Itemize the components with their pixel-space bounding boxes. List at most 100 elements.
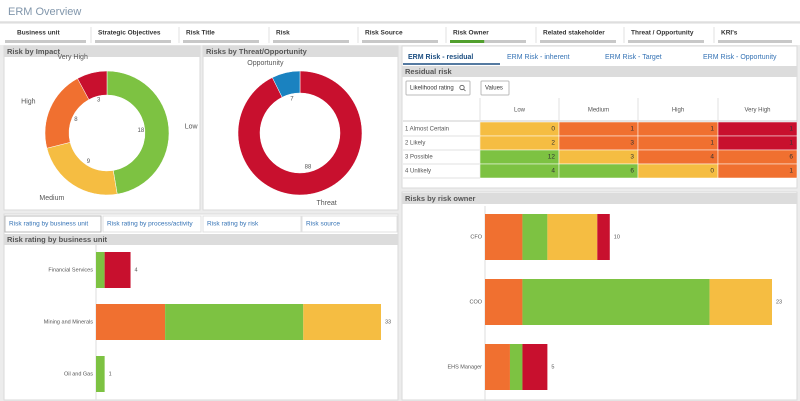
tab[interactable]: Risk rating by business unit: [9, 221, 88, 228]
button-label: Values: [485, 86, 503, 92]
slice-value-label: 8: [74, 117, 78, 123]
panel-title: Risk rating by business unit: [7, 235, 108, 244]
slice-value-label: 7: [290, 97, 294, 103]
filter-bar-track: [628, 40, 704, 43]
filter-bar-track: [273, 40, 349, 43]
tab[interactable]: ERM Risk - Target: [605, 54, 662, 61]
filter-button[interactable]: [273, 25, 349, 43]
panel-header: [203, 46, 398, 57]
category-label: CFO: [470, 234, 482, 240]
column-header: High: [672, 108, 684, 114]
bar-segment: [96, 356, 105, 392]
tab[interactable]: ERM Risk - Opportunity: [703, 54, 777, 61]
filter-bar-track: [362, 40, 438, 43]
filter-label: Related stakeholder: [543, 30, 605, 37]
tab-box[interactable]: [102, 215, 202, 233]
donut-slice: [271, 70, 301, 98]
filter-bar-track: [450, 40, 526, 43]
filter-button[interactable]: [628, 25, 704, 43]
tab[interactable]: Risk rating by risk: [207, 221, 259, 228]
filter-button[interactable]: [362, 25, 438, 43]
bar-segment: [522, 279, 710, 325]
filter-button[interactable]: [718, 25, 792, 43]
tab[interactable]: Risk rating by process/activity: [107, 221, 193, 228]
category-label: Oil and Gas: [64, 371, 93, 377]
heatmap-cell: [558, 135, 639, 151]
column-header: Low: [514, 108, 526, 114]
row-label: 1 Almost Certain: [405, 127, 449, 133]
bar-segment: [485, 344, 510, 390]
button[interactable]: [405, 80, 471, 96]
slice-category-label: Low: [185, 123, 199, 130]
filter-label: Threat / Opportunity: [631, 30, 694, 37]
row-label: 3 Possible: [405, 155, 433, 161]
panel-title: Risk by Impact: [7, 47, 60, 56]
filter-bar-track: [183, 40, 259, 43]
panel-header: [402, 66, 797, 77]
heatmap-cell: [717, 121, 798, 137]
bar-segment: [522, 214, 548, 260]
cell-value: 0: [551, 126, 555, 133]
category-label: COO: [469, 299, 482, 305]
category-label: EHS Manager: [447, 364, 482, 370]
filter-button[interactable]: [450, 25, 526, 43]
column-header: Medium: [588, 108, 609, 114]
filter-selection: [450, 40, 485, 43]
cell-value: 1: [710, 126, 714, 133]
bar-segment: [303, 304, 381, 340]
heatmap-cell: [558, 163, 639, 179]
heatmap-cell: [479, 135, 560, 151]
filter-bar-track: [95, 40, 171, 43]
slice-category-label: Medium: [39, 195, 64, 202]
category-label: Mining and Minerals: [44, 319, 93, 325]
filter-label: Risk Owner: [453, 30, 489, 37]
cell-value: 6: [789, 154, 793, 161]
tab-box[interactable]: [202, 215, 302, 233]
tab[interactable]: ERM Risk - residual: [408, 54, 473, 61]
cell-value: 2: [551, 140, 555, 147]
filter-label: Risk Title: [186, 30, 215, 37]
filter-button[interactable]: [183, 25, 259, 43]
slice-category-label: High: [21, 99, 36, 106]
page-title: ERM Overview: [8, 6, 81, 18]
filter-label: Strategic Objectives: [98, 30, 161, 37]
filter-button[interactable]: [540, 25, 616, 43]
bar-segment: [96, 252, 105, 288]
total-label: 10: [614, 234, 620, 240]
total-label: 33: [385, 319, 391, 325]
heatmap-cell: [558, 121, 639, 137]
total-label: 5: [551, 364, 554, 370]
header-bar: [0, 0, 800, 22]
search-icon: [459, 84, 465, 91]
tab[interactable]: Risk source: [306, 221, 340, 228]
bar-segment: [485, 279, 523, 325]
panel-header: [4, 46, 200, 57]
heatmap-cell: [558, 149, 639, 165]
search-icon-handle: [463, 88, 466, 92]
tab[interactable]: ERM Risk - inherent: [507, 54, 570, 61]
total-label: 1: [109, 371, 112, 377]
filter-bar-track: [5, 40, 86, 43]
total-label: 4: [135, 267, 138, 273]
heatmap-cell: [479, 121, 560, 137]
bar-segment: [96, 304, 166, 340]
panel-header: [402, 193, 797, 204]
filter-button[interactable]: [5, 25, 86, 43]
row-label: 4 Unlikely: [405, 169, 431, 175]
filter-button[interactable]: [95, 25, 171, 43]
button[interactable]: [480, 80, 510, 96]
cell-value: 4: [710, 154, 714, 161]
cell-value: 0: [710, 168, 714, 175]
cell-value: 1: [789, 126, 793, 133]
filter-label: Risk Source: [365, 30, 403, 37]
bar-segment: [547, 214, 598, 260]
donut-slice: [106, 70, 170, 195]
bar-segment: [485, 214, 523, 260]
tab-box[interactable]: [301, 215, 398, 233]
slice-category-label: Very High: [57, 54, 87, 61]
tab-box[interactable]: [4, 215, 102, 233]
bar-segment: [509, 344, 523, 390]
bar-segment: [597, 214, 610, 260]
heatmap-cell: [479, 163, 560, 179]
